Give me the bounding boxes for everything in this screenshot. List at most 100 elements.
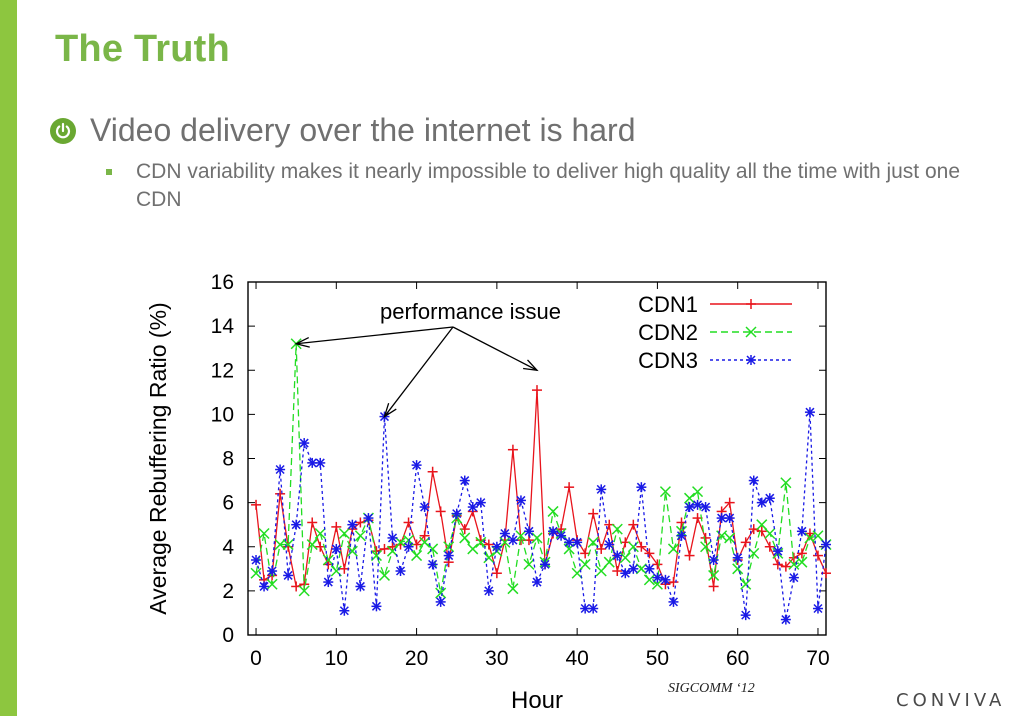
data-point [435, 596, 446, 607]
data-point [283, 570, 294, 581]
data-point [427, 466, 438, 477]
annotation-arrowhead [294, 337, 310, 348]
data-point [427, 543, 439, 555]
data-point [540, 559, 551, 570]
data-point [668, 577, 679, 588]
data-point [724, 532, 736, 544]
data-point [387, 532, 398, 543]
data-point [386, 545, 399, 557]
series-points-cdn3 [251, 407, 831, 625]
data-point [572, 537, 583, 548]
data-point [772, 546, 783, 557]
legend-marker [745, 326, 757, 338]
data-point [604, 539, 615, 550]
data-point [427, 559, 438, 570]
x-tick-label: 20 [405, 647, 428, 670]
data-point [780, 561, 791, 572]
sub-bullet-text: CDN variability makes it nearly impossib… [136, 160, 961, 211]
y-tick-label: 10 [211, 403, 234, 426]
data-point [667, 543, 680, 555]
data-point [821, 539, 831, 550]
data-point [307, 517, 318, 528]
annotation-text: performance issue [380, 299, 561, 324]
data-point [596, 484, 607, 495]
data-point [315, 541, 326, 552]
data-point [411, 460, 422, 471]
legend-marker [746, 355, 756, 365]
x-tick-label: 60 [726, 647, 749, 670]
data-point [644, 548, 655, 559]
data-point [548, 526, 559, 537]
data-point [507, 444, 518, 455]
data-point [475, 536, 487, 548]
data-point [515, 495, 526, 506]
data-point [579, 558, 591, 570]
data-point [627, 541, 639, 553]
data-point [331, 521, 342, 532]
annotation-arrowhead [383, 403, 397, 419]
main-bullet-text: Video delivery over the internet is hard [90, 112, 636, 148]
y-axis-label: Average Rebuffering Ratio (%) [145, 302, 171, 614]
main-bullet: Video delivery over the internet is hard [50, 112, 636, 149]
data-point [394, 536, 407, 548]
data-point [491, 568, 502, 579]
data-point [732, 563, 744, 575]
data-point [307, 457, 318, 468]
data-point [499, 528, 510, 539]
data-point [643, 574, 655, 586]
data-point [419, 530, 430, 541]
data-point [812, 603, 823, 614]
x-axis-label: Hour [511, 687, 563, 714]
data-point [780, 614, 791, 625]
data-point [684, 550, 695, 561]
rebuffering-chart: 0 2 4 6 8 10 12 14 16 0 10 20 30 40 50 60 70 Hour Average … [145, 271, 832, 714]
data-point [267, 566, 278, 577]
data-point [587, 536, 599, 548]
data-point [619, 552, 631, 564]
data-point [635, 563, 647, 575]
data-point [556, 530, 567, 541]
data-point [523, 526, 534, 537]
data-point [652, 559, 663, 570]
data-point [659, 486, 671, 498]
conviva-logo: CONVIVA [896, 690, 1006, 711]
legend-label: CDN1 [638, 292, 698, 317]
slide-title: The Truth [55, 28, 230, 70]
data-point [419, 502, 430, 513]
x-tick-label: 0 [250, 647, 262, 670]
data-point [435, 587, 447, 599]
data-point [644, 563, 655, 574]
data-point [283, 541, 294, 552]
data-point [435, 506, 446, 517]
data-point [756, 526, 767, 537]
data-point [748, 547, 760, 559]
data-point [684, 502, 695, 513]
data-point [379, 543, 390, 554]
data-point [507, 535, 518, 546]
data-point [315, 457, 326, 468]
data-point [338, 527, 350, 540]
data-point [812, 530, 824, 542]
data-point [467, 502, 478, 513]
data-point [740, 537, 751, 548]
data-point [322, 554, 334, 566]
data-point [700, 532, 711, 543]
data-point [451, 508, 462, 519]
x-tick-label: 50 [646, 647, 669, 670]
data-point [620, 568, 631, 579]
data-point [628, 563, 639, 574]
data-point [732, 552, 743, 563]
data-point [411, 550, 423, 562]
legend-label: CDN2 [638, 320, 698, 345]
data-point [299, 438, 310, 449]
data-point [772, 559, 783, 570]
data-point [403, 517, 414, 528]
citation: SIGCOMM ‘12 [668, 681, 755, 696]
power-bullet-icon [50, 117, 76, 144]
y-tick-label: 4 [222, 536, 234, 559]
y-tick-label: 0 [222, 624, 234, 647]
data-point [796, 526, 807, 537]
data-point [274, 539, 286, 551]
data-point [355, 581, 366, 592]
data-point [612, 566, 623, 577]
